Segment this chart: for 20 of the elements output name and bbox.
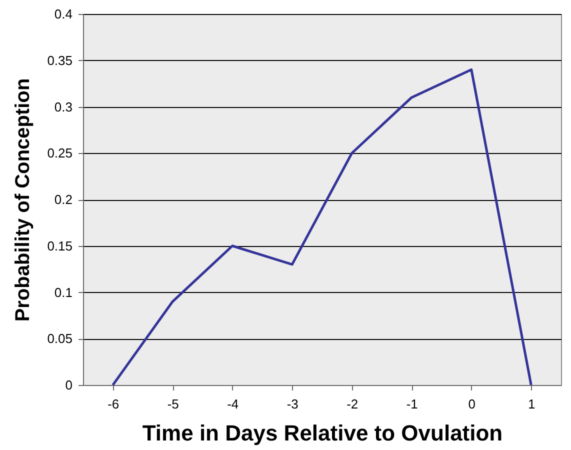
y-tick-label: 0.4 [54, 6, 72, 22]
y-tick-label: 0.2 [54, 192, 72, 207]
x-tick-label: -5 [167, 396, 179, 412]
y-axis-title: Probability of Conception [12, 78, 34, 322]
y-tick-label: 0.1 [54, 284, 72, 300]
y-tick-label: 0 [65, 378, 72, 392]
x-tick-label: -1 [406, 396, 418, 412]
x-tick-label: -4 [227, 396, 239, 412]
y-tick-label: 0.25 [47, 146, 72, 161]
x-axis-title: Time in Days Relative to Ovulation [142, 420, 503, 446]
line-series [112, 68, 532, 386]
y-tick-label: 0.35 [47, 52, 72, 68]
y-tick-label: 0.3 [54, 99, 72, 114]
x-tick-label: 0 [468, 396, 476, 412]
x-tick-label: -6 [108, 396, 120, 412]
x-tick-label: -2 [346, 396, 358, 412]
y-tick-label: 0.15 [47, 238, 72, 254]
y-tick-label: 0.05 [47, 331, 72, 346]
x-tick-label: 1 [528, 396, 536, 412]
x-tick-label: -3 [286, 396, 298, 412]
